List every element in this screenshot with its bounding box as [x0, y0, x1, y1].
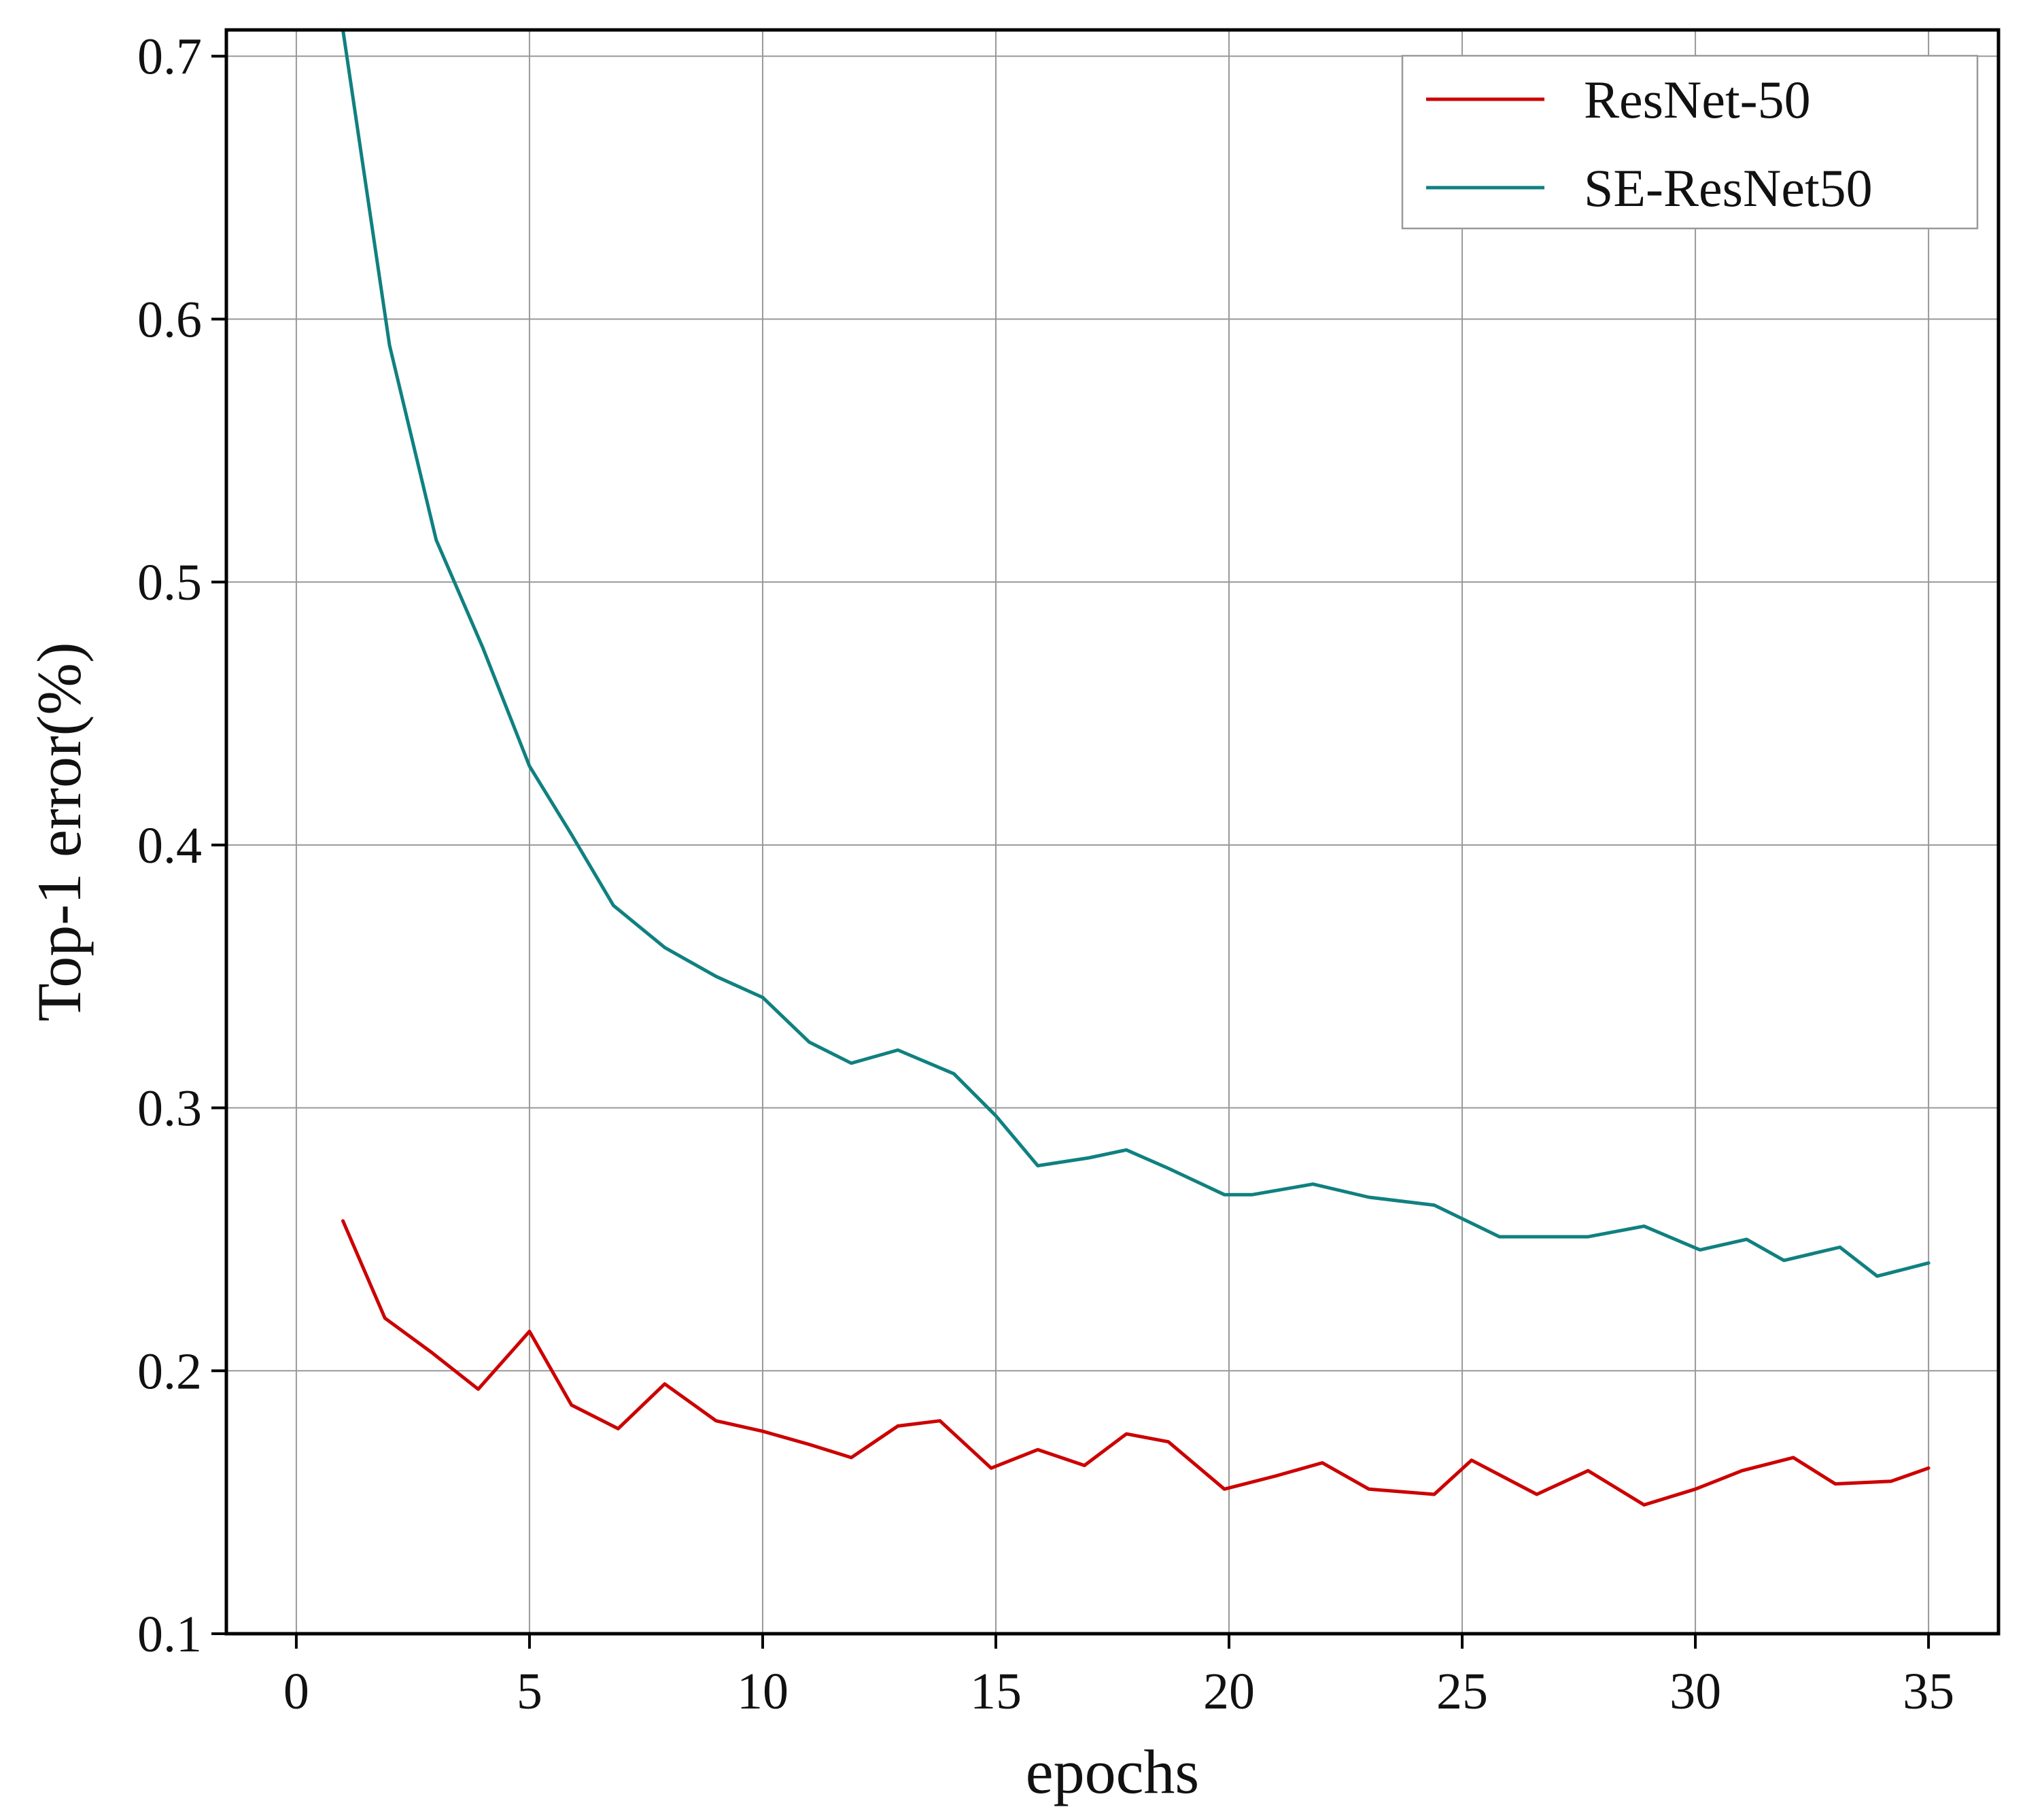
x-tick-label: 15 — [970, 1663, 1022, 1720]
x-tick-label: 35 — [1903, 1663, 1954, 1720]
y-tick-label: 0.6 — [137, 291, 202, 348]
series-line-resnet-50 — [341, 1219, 1931, 1507]
x-axis-label: epochs — [1026, 1737, 1199, 1806]
x-tick-label: 30 — [1669, 1663, 1721, 1720]
plot-frame — [224, 28, 2001, 1636]
legend-box — [1401, 54, 1979, 230]
grid-lines — [226, 30, 1998, 1634]
legend-label-se-resnet50: SE-ResNet50 — [1584, 158, 1873, 218]
y-tick-label: 0.5 — [137, 554, 202, 611]
legend: ResNet-50 SE-ResNet50 — [1401, 54, 1979, 230]
x-tick-label: 0 — [283, 1663, 309, 1720]
x-tick-label: 5 — [517, 1663, 542, 1720]
axis-ticks: 0 5 10 15 20 25 30 35 0.1 0.2 0.3 0.4 0.5 0.6 0.7 — [137, 29, 1954, 1720]
y-tick-label: 0.2 — [137, 1343, 202, 1400]
y-tick-label: 0.4 — [137, 817, 202, 874]
data-series — [341, 30, 1931, 1507]
y-tick-label: 0.1 — [137, 1606, 202, 1663]
legend-label-resnet50: ResNet-50 — [1584, 70, 1811, 129]
series-line-se-resnet50 — [341, 30, 1931, 1278]
y-axis-label: Top-1 error(%) — [24, 642, 94, 1021]
x-tick-label: 20 — [1203, 1663, 1255, 1720]
x-tick-label: 25 — [1436, 1663, 1488, 1720]
y-tick-label: 0.7 — [137, 29, 202, 86]
x-tick-label: 10 — [737, 1663, 789, 1720]
y-tick-label: 0.3 — [137, 1080, 202, 1137]
